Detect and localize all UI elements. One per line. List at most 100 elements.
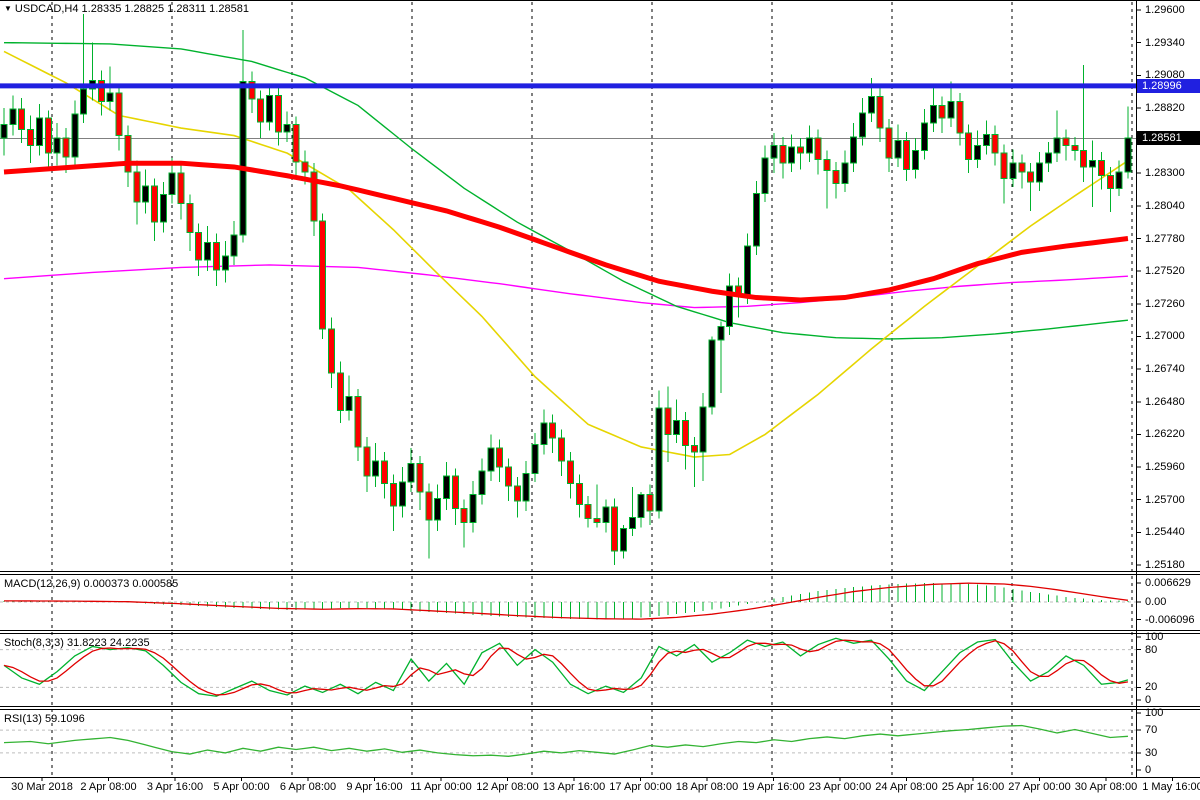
price-axis-label: 1.28300 bbox=[1145, 167, 1185, 180]
bear-candle-body bbox=[150, 185, 158, 223]
price-axis-label: 1.26220 bbox=[1145, 428, 1185, 441]
bull-candle-body bbox=[1124, 137, 1132, 173]
bear-candle-body bbox=[690, 445, 698, 453]
bear-candle-body bbox=[133, 171, 141, 203]
bull-candle-body bbox=[398, 481, 406, 507]
bear-candle-body bbox=[310, 171, 318, 222]
bull-candle-body bbox=[80, 88, 88, 115]
macd-axis-label: 0.006629 bbox=[1145, 576, 1191, 589]
bear-candle-body bbox=[97, 79, 105, 103]
price-axis-label: 1.26480 bbox=[1145, 395, 1185, 408]
price-axis-label: 1.29340 bbox=[1145, 36, 1185, 49]
current-price-badge: 1.28581 bbox=[1137, 130, 1200, 145]
bear-candle-body bbox=[504, 466, 512, 487]
bear-candle-body bbox=[62, 137, 70, 158]
time-axis-label: 11 Apr 00:00 bbox=[410, 781, 472, 793]
bear-candle-body bbox=[611, 506, 619, 552]
bear-candle-body bbox=[115, 92, 123, 137]
bull-candle-body bbox=[266, 94, 273, 123]
bull-candle-body bbox=[1053, 137, 1061, 154]
bear-candle-body bbox=[664, 407, 672, 435]
bull-candle-body bbox=[35, 117, 43, 147]
bull-candle-body bbox=[487, 447, 495, 472]
bull-candle-body bbox=[142, 185, 150, 203]
chart-title: ▼ USDCAD,H4 1.28335 1.28825 1.28311 1.285… bbox=[4, 2, 249, 16]
bear-candle-body bbox=[1097, 160, 1105, 177]
bull-candle-body bbox=[345, 396, 353, 412]
bear-candle-body bbox=[938, 104, 946, 119]
macd-indicator-label: MACD(12,26,9) 0.000373 0.000585 bbox=[4, 578, 179, 590]
bear-candle-body bbox=[956, 101, 964, 134]
bear-candle-body bbox=[991, 133, 999, 154]
time-axis-label: 13 Apr 16:00 bbox=[542, 781, 606, 793]
time-axis-label: 5 Apr 00:00 bbox=[213, 781, 270, 793]
bear-candle-body bbox=[248, 81, 256, 100]
bear-candle-body bbox=[460, 507, 468, 523]
time-axis-label: 30 Apr 08:00 bbox=[1074, 781, 1138, 793]
time-axis-label: 19 Apr 16:00 bbox=[742, 781, 805, 793]
bull-candle-body bbox=[655, 407, 663, 512]
bear-candle-body bbox=[885, 127, 893, 159]
bull-candle-body bbox=[637, 494, 645, 518]
bear-candle-body bbox=[566, 460, 574, 484]
price-axis-label: 1.25180 bbox=[1145, 559, 1185, 571]
stoch-axis-label: 0 bbox=[1145, 694, 1152, 706]
bull-candle-body bbox=[894, 140, 902, 159]
bull-candle-body bbox=[434, 497, 442, 521]
bull-candle-body bbox=[469, 494, 477, 523]
time-axis-label: 17 Apr 00:00 bbox=[609, 781, 672, 793]
price-axis-label: 1.27000 bbox=[1145, 330, 1185, 343]
bull-candle-body bbox=[1009, 162, 1017, 179]
bear-candle-body bbox=[186, 202, 194, 233]
bear-candle-body bbox=[681, 420, 689, 447]
price-axis-label: 1.29600 bbox=[1145, 4, 1185, 16]
time-axis-label: 2 Apr 08:00 bbox=[80, 781, 137, 793]
bull-candle-body bbox=[478, 470, 486, 496]
price-axis-label: 1.27780 bbox=[1145, 232, 1185, 245]
bear-candle-body bbox=[965, 132, 973, 160]
bull-candle-body bbox=[1035, 162, 1043, 183]
bear-candle-body bbox=[363, 446, 371, 477]
bear-candle-body bbox=[876, 96, 884, 129]
bull-candle-body bbox=[726, 285, 734, 327]
bear-candle-body bbox=[301, 161, 309, 173]
price-axis-label: 1.27260 bbox=[1145, 297, 1185, 310]
bull-candle-body bbox=[407, 462, 415, 483]
bear-candle-body bbox=[496, 447, 504, 468]
bull-candle-body bbox=[106, 92, 114, 103]
bull-candle-body bbox=[540, 422, 548, 445]
bull-candle-body bbox=[522, 472, 530, 502]
bear-candle-body bbox=[425, 491, 433, 521]
time-axis-label: 3 Apr 16:00 bbox=[146, 781, 204, 793]
bear-candle-body bbox=[44, 117, 52, 154]
rsi-axis-label: 100 bbox=[1145, 707, 1164, 719]
bull-candle-body bbox=[788, 146, 796, 164]
bull-candle-body bbox=[53, 137, 61, 154]
bear-candle-body bbox=[177, 172, 185, 204]
time-axis-label: 18 Apr 08:00 bbox=[675, 781, 739, 793]
bull-candle-body bbox=[620, 528, 627, 552]
price-axis-label: 1.27520 bbox=[1145, 265, 1185, 278]
bull-candle-body bbox=[770, 145, 778, 159]
bull-candle-body bbox=[920, 122, 928, 152]
bull-candle-body bbox=[0, 123, 8, 139]
stoch-axis-label: 100 bbox=[1145, 631, 1164, 643]
rsi-line bbox=[3, 724, 1128, 757]
price-axis-label: 1.25960 bbox=[1145, 461, 1185, 474]
time-axis-label: 6 Apr 08:00 bbox=[279, 781, 337, 793]
candles-group bbox=[0, 13, 1132, 566]
bear-candle-body bbox=[1106, 175, 1114, 189]
bear-candle-body bbox=[381, 460, 389, 484]
bear-candle-body bbox=[513, 485, 521, 502]
stoch-axis-label: 80 bbox=[1145, 643, 1158, 656]
bear-candle-body bbox=[27, 128, 35, 147]
bull-candle-body bbox=[761, 157, 769, 194]
price-axis-label: 1.28820 bbox=[1145, 101, 1185, 114]
bear-candle-body bbox=[212, 241, 220, 271]
macd-axis-label: -0.006096 bbox=[1145, 613, 1195, 626]
bear-candle-body bbox=[558, 437, 566, 462]
macd-signal-line bbox=[3, 582, 1129, 620]
symbol-collapse-icon[interactable]: ▼ bbox=[4, 4, 12, 13]
